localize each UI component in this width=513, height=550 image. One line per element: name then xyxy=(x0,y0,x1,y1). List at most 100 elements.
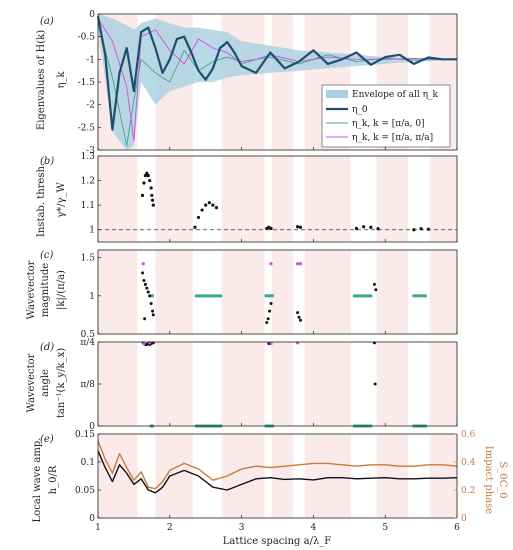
panel-b-ytick-label-1: 1.1 xyxy=(81,201,95,211)
panel-e-line-phase xyxy=(97,440,458,490)
panel-e-pink-region-6 xyxy=(429,434,457,518)
panel-e-ytick-label-0: 0 xyxy=(89,514,95,524)
x-tick-label-3: 4 xyxy=(311,523,317,533)
panel-c-black-point-11 xyxy=(266,317,270,321)
panel-a-ytick-label-0: 0 xyxy=(89,10,95,20)
legend-label-envelope: Envelope of all η_k xyxy=(352,90,439,100)
panel-e-ylabel-right-1: Impact phase xyxy=(483,446,494,515)
panel-d-pink-region-0 xyxy=(98,342,138,426)
panel-b-frame xyxy=(97,155,458,243)
panel-c-magenta-point-1 xyxy=(269,262,273,266)
panel-c-black-point-18 xyxy=(374,288,378,292)
x-tick-label-4: 5 xyxy=(382,523,388,533)
panel-c-black-point-8 xyxy=(151,313,155,317)
panel-b-pink-region-3 xyxy=(271,156,294,242)
panel-e-right-ytick-label-0: 0 xyxy=(461,514,467,524)
panel-c-black-point-17 xyxy=(372,282,376,286)
panel-e-right-ytick-label-3: 0.6 xyxy=(461,430,476,440)
panel-e-ylabel-1: Local wave amp. xyxy=(32,438,43,523)
panel-b-pink-region-1 xyxy=(155,156,193,242)
panel-d-ylabel-2: angle xyxy=(40,369,51,397)
panel-b-point-21 xyxy=(298,225,303,229)
panel-b-point-12 xyxy=(200,208,204,212)
legend-label-magenta: η_k, k = [π/a, π/a] xyxy=(352,133,433,143)
panel-b-point-20 xyxy=(296,225,300,229)
panel-b-point-28 xyxy=(426,227,430,231)
panel-b-point-4 xyxy=(146,174,150,178)
chart-labels: (a) (b) (c) (d) (e) Eigenvalues of H(k) … xyxy=(26,16,508,547)
panel-e-ylabel-right-2: S_0C_0 xyxy=(497,461,508,498)
panel-b-letter: (b) xyxy=(40,156,54,167)
panel-b-ytick-label-3: 1.3 xyxy=(81,152,96,162)
panel-d-black-point-9 xyxy=(373,382,377,386)
panel-a-ytick-label-1: -0.5 xyxy=(78,33,96,43)
panel-e-pink-region-1 xyxy=(155,434,193,518)
panel-b-point-25 xyxy=(376,227,380,231)
panel-a-envelope-band xyxy=(98,14,457,150)
panel-c-black-point-2 xyxy=(143,282,147,286)
panel-a-ytick-label-2: -1 xyxy=(86,55,95,65)
panel-c-pink-region-3 xyxy=(271,250,294,334)
panel-b-ytick-label-0: 1 xyxy=(89,226,95,236)
panel-d-magenta-point-2 xyxy=(269,342,273,346)
panel-b-point-22 xyxy=(354,226,359,231)
panel-a-ylabel-bottom: η_k xyxy=(56,71,67,89)
panel-b-point-0 xyxy=(140,193,145,197)
panel-a-ytick-label-5: -2.5 xyxy=(78,123,96,133)
panel-e-line-amplitude xyxy=(97,450,458,494)
panel-d-pink-region-5 xyxy=(376,342,409,426)
panel-e-ylabel-2: h_0/R xyxy=(48,465,59,494)
panel-b-ylabel-top: Instab. thresh. xyxy=(36,163,47,237)
panel-c-black-point-9 xyxy=(143,317,147,321)
panel-a-line-eta0 xyxy=(96,16,457,131)
panel-b-point-3 xyxy=(145,171,149,175)
panel-c-pink-region-2 xyxy=(221,250,265,334)
panel-d-magenta-point-0 xyxy=(142,342,146,346)
panel-c-black-point-16 xyxy=(298,318,302,322)
panel-c-black-point-7 xyxy=(151,309,155,313)
panel-e-pink-region-4 xyxy=(304,434,351,518)
legend-label-eta0: η_0 xyxy=(352,105,368,115)
panel-b-pink-region-2 xyxy=(221,156,265,242)
panel-d-pink-region-4 xyxy=(304,342,351,426)
panel-a-ylabel-top: Eigenvalues of H(k) xyxy=(36,30,47,130)
panel-d-pink-region-2 xyxy=(221,342,265,426)
panel-c-black-point-3 xyxy=(145,286,149,290)
panel-c-pink-region-0 xyxy=(98,250,138,334)
panel-c-black-point-14 xyxy=(296,311,300,315)
panel-b-point-23 xyxy=(362,225,366,229)
panel-b-point-15 xyxy=(211,203,215,207)
panel-b-ylabel-bottom: γ*/γ_W xyxy=(56,181,67,217)
panel-c-black-point-10 xyxy=(265,321,269,325)
panel-c-black-point-12 xyxy=(268,309,272,313)
panel-a-ytick-label-4: -2 xyxy=(86,101,95,111)
panel-b-point-6 xyxy=(149,186,153,190)
panel-a-pink-region-3 xyxy=(271,14,294,150)
panel-e-ytick-label-2: 0.1 xyxy=(81,458,95,468)
panel-c-magenta-point-2 xyxy=(296,262,300,266)
panel-e-frame xyxy=(97,433,458,519)
panel-e-ytick-label-1: 0.05 xyxy=(75,486,95,496)
panel-a-ytick-label-3: -1.5 xyxy=(78,78,96,88)
panel-b-pink-region-6 xyxy=(429,156,457,242)
panel-c-black-point-0 xyxy=(141,271,145,275)
panel-e-right-ytick-label-2: 0.4 xyxy=(461,458,476,468)
panel-c-pink-region-4 xyxy=(304,250,351,334)
panel-b-point-26 xyxy=(412,228,416,232)
panel-a-letter: (a) xyxy=(40,16,54,27)
panel-d-ylabel-3: tan⁻¹(k_y/k_x) xyxy=(56,348,67,418)
panel-b-point-11 xyxy=(196,215,201,220)
x-tick-label-0: 1 xyxy=(95,523,101,533)
panel-d-pink-region-6 xyxy=(429,342,457,426)
panel-d-ylabel-1: Wavevector xyxy=(26,353,37,412)
panel-b-point-27 xyxy=(419,227,423,231)
panel-b-point-14 xyxy=(207,201,211,205)
panel-c-black-point-15 xyxy=(297,315,301,319)
panel-e-letter: (e) xyxy=(40,434,54,445)
panel-b-point-2 xyxy=(143,174,147,178)
panel-b-point-8 xyxy=(150,198,155,202)
panel-b-point-9 xyxy=(151,203,155,207)
panel-c-pink-region-1 xyxy=(155,250,193,334)
panel-a-ytick-label-6: -3 xyxy=(86,146,95,156)
